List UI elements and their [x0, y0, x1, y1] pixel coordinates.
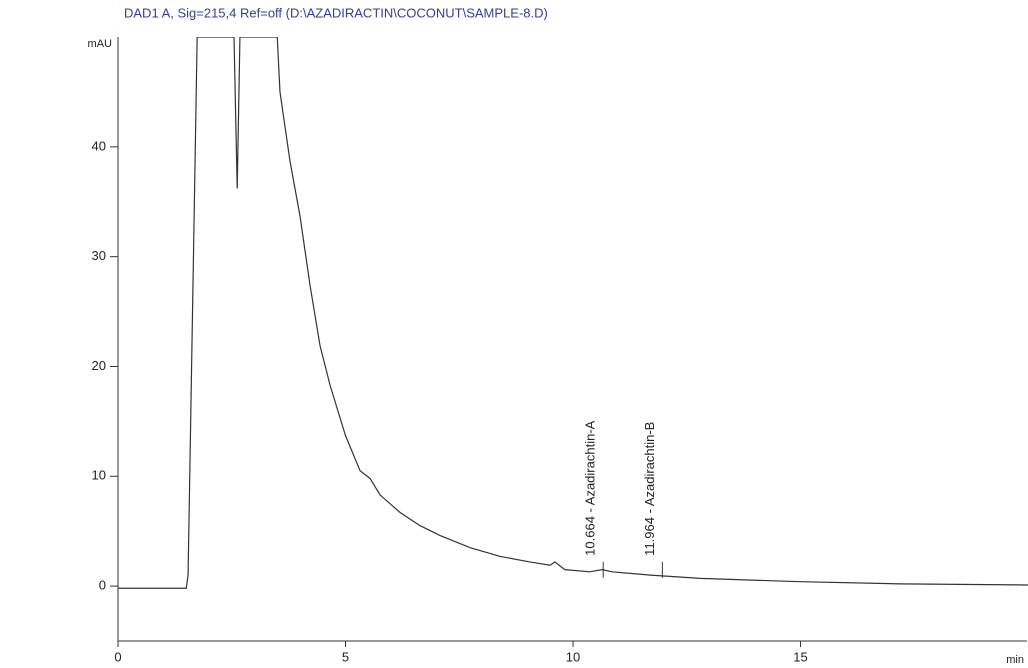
y-tick-label: 40 — [92, 138, 106, 153]
x-axis-label: min — [1006, 654, 1024, 666]
chart-title: DAD1 A, Sig=215,4 Ref=off (D:\AZADIRACTI… — [124, 5, 548, 20]
trace — [118, 37, 1028, 589]
peak-label: 11.964 - Azadirachtin-B — [642, 422, 657, 556]
x-tick-label: 5 — [342, 649, 349, 664]
y-tick-label: 20 — [92, 358, 106, 373]
x-tick-label: 0 — [114, 649, 121, 664]
y-tick-label: 0 — [99, 578, 106, 593]
y-axis-label: mAU — [88, 38, 113, 50]
peak-label: 10.664 - Azadirachtin-A — [583, 420, 598, 555]
y-tick-label: 30 — [92, 248, 106, 263]
y-tick-label: 10 — [92, 468, 106, 483]
x-tick-label: 15 — [793, 649, 807, 664]
x-tick-label: 10 — [566, 649, 580, 664]
